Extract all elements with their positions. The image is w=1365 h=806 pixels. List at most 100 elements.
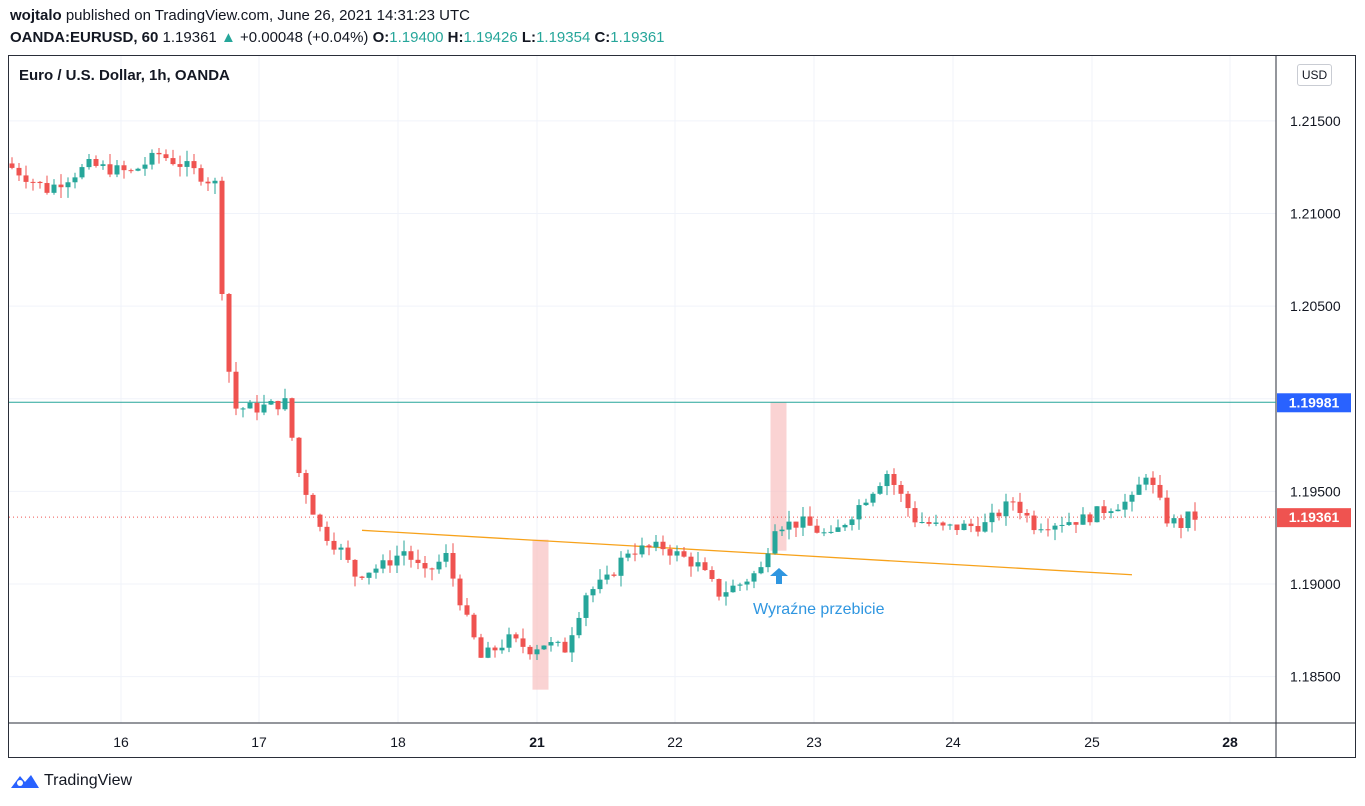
high-label: H: <box>447 29 464 46</box>
candle-body <box>807 516 813 526</box>
candle-body <box>1192 511 1198 520</box>
candle-body <box>835 527 841 532</box>
candle-body <box>429 568 435 570</box>
chart-panel[interactable] <box>8 55 1356 758</box>
candle-body <box>240 408 246 410</box>
low-value: 1.19354 <box>536 29 591 46</box>
candle-body <box>65 182 71 188</box>
candle-body <box>72 177 78 183</box>
candle-body <box>884 474 890 487</box>
candle-body <box>478 637 484 658</box>
candle-body <box>800 516 806 528</box>
candle-body <box>464 605 470 615</box>
candle-body <box>576 617 582 636</box>
candle-body <box>415 559 421 564</box>
candle-body <box>842 524 848 528</box>
candle-body <box>268 400 274 405</box>
candle-body <box>212 180 218 184</box>
candle-body <box>37 181 43 184</box>
candle-body <box>961 523 967 531</box>
candle-body <box>16 167 22 176</box>
candle-body <box>1031 515 1037 531</box>
candle-body <box>282 398 288 410</box>
candle-body <box>380 560 386 569</box>
candle-body <box>737 584 743 586</box>
candle-body <box>590 589 596 596</box>
candle-body <box>338 547 344 550</box>
open-label: O: <box>372 29 390 46</box>
y-tick-label: 1.19500 <box>1290 483 1341 499</box>
candle-body <box>646 545 652 548</box>
candle-body <box>639 545 645 555</box>
candle-body <box>625 553 631 558</box>
x-tick-label: 25 <box>1084 734 1100 750</box>
candle-body <box>912 508 918 523</box>
candle-body <box>226 293 232 372</box>
candle-body <box>170 158 176 165</box>
candle-body <box>1115 509 1121 512</box>
y-tick-label: 1.21500 <box>1290 113 1341 129</box>
candle-body <box>968 523 974 527</box>
candle-body <box>1122 501 1128 510</box>
y-tick-label: 1.21000 <box>1290 205 1341 221</box>
candle-body <box>527 646 533 655</box>
candle-body <box>23 175 29 182</box>
candle-body <box>520 638 526 647</box>
candle-body <box>1171 518 1177 524</box>
last-price: 1.19361 <box>162 29 217 46</box>
candle-body <box>849 519 855 525</box>
candle-body <box>1108 511 1114 514</box>
chart-title: Euro / U.S. Dollar, 1h, OANDA <box>19 67 230 84</box>
open-value: 1.19400 <box>389 29 444 46</box>
candle-body <box>1010 501 1016 503</box>
candle-body <box>660 541 666 550</box>
candle-body <box>814 525 820 533</box>
candle-body <box>534 649 540 655</box>
candle-body <box>93 159 99 166</box>
candle-body <box>1066 522 1072 525</box>
candle-body <box>289 398 295 438</box>
candle-body <box>765 553 771 568</box>
publish-info: wojtalo published on TradingView.com, Ju… <box>10 7 470 24</box>
x-tick-label: 23 <box>806 734 822 750</box>
candle-body <box>898 484 904 494</box>
candle-body <box>345 547 351 560</box>
candle-body <box>779 529 785 532</box>
candle-body <box>751 573 757 582</box>
candle-body <box>485 647 491 658</box>
symbol-label: OANDA:EURUSD, 60 <box>10 29 159 46</box>
candle-body <box>597 579 603 590</box>
price-change: +0.00048 (+0.04%) <box>239 29 369 46</box>
arrow-up-icon <box>770 568 788 584</box>
ohlc-line: OANDA:EURUSD, 60 1.19361 ▲ +0.00048 (+0.… <box>10 29 665 46</box>
up-triangle-icon: ▲ <box>220 29 236 46</box>
candle-body <box>205 181 211 184</box>
currency-button[interactable]: USD <box>1297 64 1332 86</box>
candle-body <box>310 494 316 515</box>
candle-body <box>408 551 414 560</box>
footer-brand[interactable]: TradingView <box>10 772 132 790</box>
candle-body <box>184 161 190 167</box>
candle-body <box>1017 501 1023 513</box>
candle-body <box>618 557 624 576</box>
candle-body <box>9 163 15 168</box>
candle-body <box>758 567 764 574</box>
candle-body <box>870 493 876 503</box>
candle-body <box>1136 484 1142 495</box>
x-tick-label: 18 <box>390 734 406 750</box>
candle-body <box>317 514 323 527</box>
candle-body <box>730 585 736 593</box>
candle-body <box>905 493 911 509</box>
candle-body <box>324 526 330 541</box>
candle-body <box>450 552 456 579</box>
candle-body <box>114 165 120 175</box>
candle-body <box>716 579 722 597</box>
y-tick-label: 1.19000 <box>1290 576 1341 592</box>
candle-body <box>261 404 267 413</box>
candle-body <box>254 402 260 413</box>
price-axis-tag <box>1277 508 1351 528</box>
candle-body <box>135 168 141 171</box>
candle-body <box>1185 511 1191 528</box>
highlight-box <box>532 539 549 690</box>
